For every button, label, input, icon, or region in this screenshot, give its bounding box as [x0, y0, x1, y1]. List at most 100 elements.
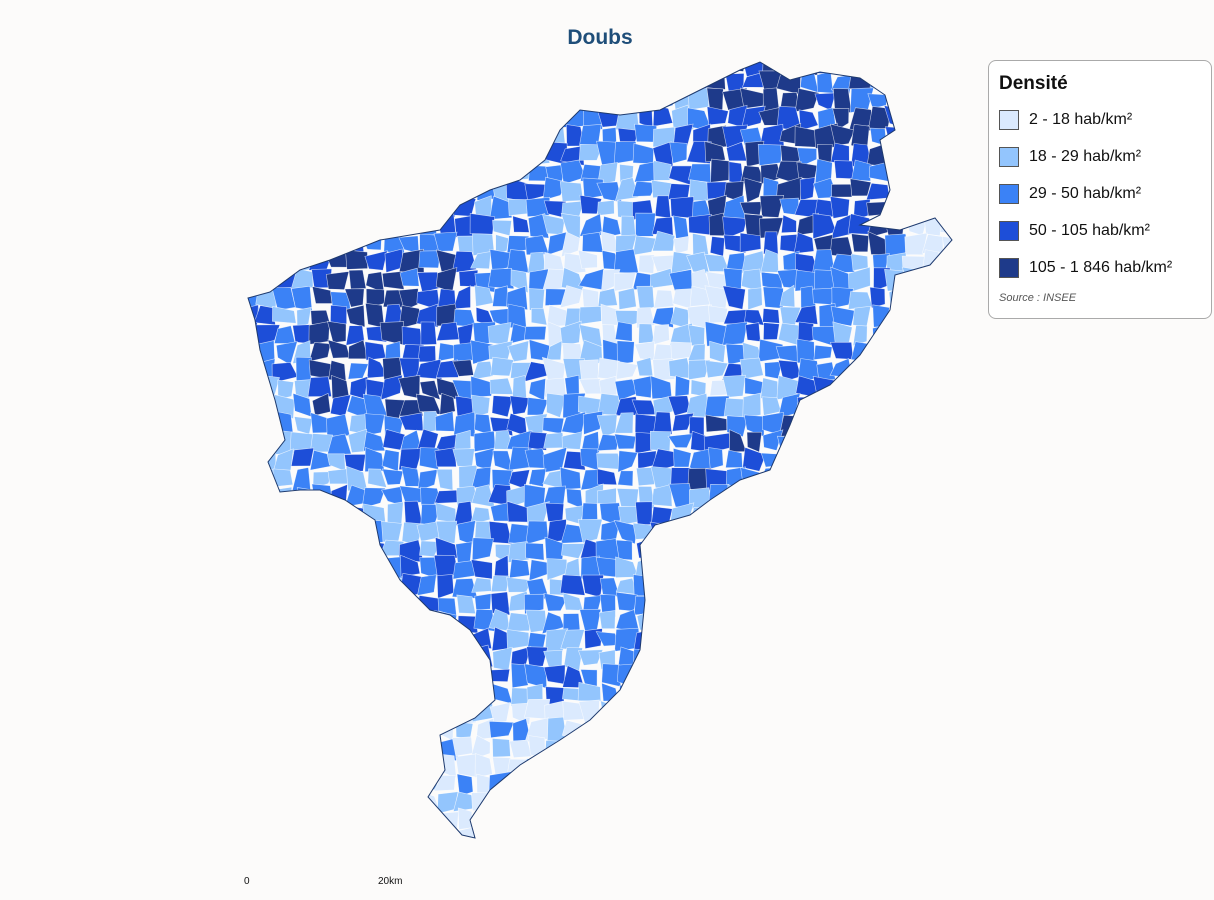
commune	[848, 482, 874, 509]
commune	[418, 250, 442, 269]
commune	[291, 212, 316, 238]
commune	[832, 739, 853, 756]
commune	[795, 464, 815, 492]
commune	[381, 663, 400, 689]
commune	[577, 249, 598, 269]
commune	[926, 737, 940, 761]
commune	[273, 700, 297, 724]
commune	[615, 539, 633, 561]
commune	[903, 74, 928, 95]
commune	[581, 62, 603, 77]
commune	[668, 357, 693, 379]
commune	[813, 344, 833, 361]
commune	[417, 646, 442, 669]
commune	[903, 381, 928, 401]
commune	[885, 126, 910, 149]
commune	[939, 612, 952, 635]
commune	[741, 682, 763, 706]
commune	[399, 699, 418, 720]
commune	[345, 539, 369, 561]
commune	[829, 196, 850, 219]
commune	[439, 664, 455, 690]
commune	[417, 469, 438, 492]
commune	[923, 195, 942, 218]
commune	[869, 788, 887, 816]
commune	[739, 702, 765, 724]
commune	[761, 646, 783, 665]
commune	[722, 321, 748, 346]
commune	[848, 447, 874, 470]
commune	[546, 791, 568, 814]
commune	[939, 702, 952, 725]
commune	[796, 161, 818, 181]
commune	[471, 577, 492, 593]
commune	[509, 395, 531, 415]
commune	[597, 824, 622, 838]
commune	[921, 482, 944, 507]
commune	[273, 500, 298, 527]
commune	[524, 70, 548, 95]
commune	[942, 145, 952, 164]
commune	[296, 307, 312, 328]
commune	[348, 183, 369, 202]
commune	[812, 717, 836, 738]
commune	[456, 687, 473, 706]
commune	[597, 199, 615, 216]
commune	[313, 87, 334, 109]
commune	[848, 520, 874, 543]
commune	[775, 520, 802, 539]
commune	[615, 591, 638, 612]
commune	[248, 770, 259, 796]
commune	[577, 649, 604, 666]
commune	[493, 554, 509, 579]
commune	[886, 196, 909, 220]
commune	[761, 791, 785, 813]
commune	[671, 682, 693, 703]
commune	[921, 702, 943, 720]
commune	[851, 667, 873, 690]
commune	[832, 88, 853, 114]
commune	[865, 559, 892, 576]
commune	[705, 683, 729, 704]
commune	[685, 542, 708, 563]
commune	[939, 339, 952, 361]
commune	[849, 770, 871, 796]
commune	[705, 827, 726, 838]
commune	[349, 716, 369, 742]
commune	[832, 683, 853, 701]
commune	[559, 181, 584, 202]
commune	[471, 792, 496, 812]
department-outline	[247, 61, 953, 839]
commune	[812, 612, 837, 630]
commune	[762, 308, 780, 324]
commune	[307, 376, 332, 397]
commune	[495, 234, 509, 255]
commune	[904, 232, 928, 256]
commune	[760, 719, 779, 740]
commune	[544, 502, 565, 522]
commune	[382, 62, 402, 76]
commune	[813, 521, 838, 545]
commune	[506, 285, 528, 311]
commune	[867, 738, 887, 761]
commune	[689, 790, 711, 815]
commune	[310, 758, 332, 780]
commune	[345, 664, 368, 683]
commune	[436, 468, 454, 491]
commune	[632, 375, 653, 399]
commune	[884, 69, 908, 95]
commune	[705, 414, 728, 433]
commune	[417, 345, 437, 363]
commune	[938, 827, 952, 838]
commune	[542, 775, 561, 797]
commune	[421, 719, 437, 743]
commune	[292, 232, 315, 258]
commune	[326, 413, 351, 437]
commune	[398, 794, 425, 812]
commune	[668, 541, 694, 559]
commune	[491, 395, 513, 418]
commune	[255, 609, 278, 632]
commune	[476, 176, 496, 201]
commune	[722, 374, 746, 398]
commune	[258, 94, 280, 112]
